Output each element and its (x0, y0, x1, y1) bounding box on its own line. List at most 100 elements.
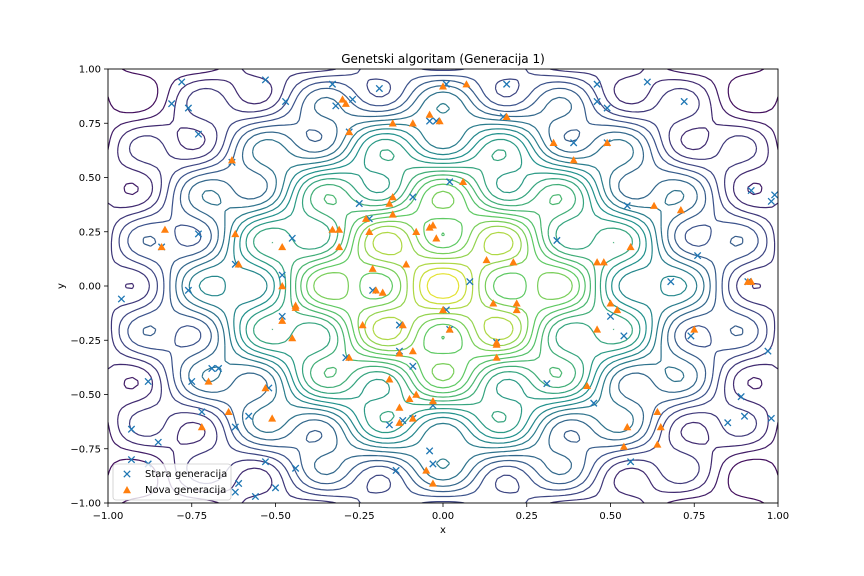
nova-generacija-point (569, 156, 578, 164)
nova-generacija-point (606, 299, 615, 307)
stara-generacija-point (348, 95, 357, 104)
legend-label-stara: Stara generacija (145, 469, 227, 480)
x-tick-label: −0.50 (260, 511, 291, 522)
stara-generacija-point (429, 460, 437, 468)
stara-generacija-point (626, 458, 635, 466)
nova-generacija-point (512, 299, 521, 307)
y-tick-label: 0.75 (79, 119, 101, 130)
nova-generacija-point (439, 82, 447, 90)
stara-generacija-point (281, 97, 290, 106)
nova-generacija-point (593, 325, 602, 333)
nova-generacija-point (492, 353, 501, 361)
stara-generacija-point (261, 76, 270, 84)
stara-generacija-point (127, 425, 136, 433)
stara-generacija-point (693, 251, 702, 260)
stara-generacija-point (288, 234, 296, 242)
contour-line (295, 174, 591, 398)
nova-generacija-point (197, 423, 206, 431)
y-tick-label: 0.50 (79, 173, 101, 184)
nova-generacija-point (395, 418, 404, 426)
x-axis-label: x (440, 525, 446, 536)
legend: Stara generacija Nova generacija (112, 463, 232, 501)
nova-generacija-point (402, 260, 411, 268)
nova-generacija-point (372, 286, 380, 294)
contour-line (372, 231, 514, 341)
series-nova-generacija (157, 80, 756, 487)
nova-generacija-point (613, 305, 622, 314)
contour-line (364, 225, 522, 347)
nova-generacija-point (395, 403, 404, 411)
nova-generacija-point (747, 277, 756, 285)
stara-generacija-point (178, 78, 186, 86)
nova-generacija-point (623, 423, 632, 431)
stara-generacija-point (245, 412, 253, 420)
nova-generacija-point (412, 227, 421, 235)
stara-generacija-point (590, 399, 598, 407)
contour-line (175, 85, 711, 487)
contour-line (188, 102, 698, 470)
nova-generacija-point (157, 242, 166, 251)
stara-generacija-point (231, 488, 239, 496)
nova-generacija-point (361, 214, 370, 222)
nova-generacija-point (398, 321, 407, 329)
nova-generacija-point (388, 210, 397, 218)
nova-generacija-point (328, 225, 337, 233)
nova-generacija-point (653, 407, 662, 416)
stara-generacija-point (606, 312, 615, 321)
stara-generacija-point (770, 191, 778, 199)
contour-line (306, 183, 580, 389)
nova-generacija-point (278, 282, 287, 290)
nova-generacija-point (690, 325, 699, 333)
nova-generacija-point (341, 99, 350, 107)
nova-generacija-point (388, 119, 397, 127)
stara-generacija-point (767, 414, 775, 423)
stara-generacija-point (355, 199, 363, 208)
stara-generacija-point (234, 479, 243, 488)
nova-generacija-point (425, 223, 434, 231)
stara-generacija-point (667, 278, 675, 286)
stara-generacija-point (466, 278, 474, 286)
x-tick-label: 0.50 (599, 511, 621, 522)
contour-line (253, 149, 633, 423)
nova-generacija-point (408, 347, 417, 355)
stara-generacija-point (144, 377, 152, 386)
scatter-markers (117, 76, 778, 501)
stara-generacija-point (198, 408, 206, 416)
stara-generacija-point (603, 104, 611, 112)
stara-generacija-point (167, 100, 176, 108)
nova-generacija-point (676, 206, 685, 214)
nova-generacija-point (603, 138, 612, 146)
y-tick-label: −0.75 (70, 444, 101, 455)
stara-generacija-point (188, 377, 196, 386)
nova-generacija-point (291, 303, 300, 311)
nova-generacija-point (428, 397, 437, 405)
stara-generacija-point (184, 104, 193, 112)
nova-generacija-point (492, 338, 501, 346)
legend-x-marker (123, 470, 131, 478)
stara-generacija-point (724, 419, 732, 427)
stara-generacija-point (208, 364, 216, 373)
nova-generacija-point (288, 334, 297, 342)
contour-line (313, 190, 573, 382)
stara-generacija-point (271, 484, 280, 492)
contour-line (142, 79, 744, 493)
nova-generacija-point (428, 221, 437, 229)
contour-line (127, 74, 759, 498)
nova-generacija-point (345, 353, 354, 361)
stara-generacija-point (737, 393, 745, 401)
nova-generacija-point (482, 255, 491, 264)
stara-generacija-point (620, 332, 628, 340)
contour-line (419, 267, 467, 305)
nova-generacija-point (422, 466, 431, 474)
y-tick-label: 0.25 (79, 227, 101, 238)
nova-generacija-point (439, 305, 447, 314)
stara-generacija-point (214, 364, 223, 373)
stara-generacija-point (593, 80, 601, 88)
x-axis-ticks: −1.00 −0.75 −0.50 −0.25 0.00 0.25 0.50 0.75 1.00 (93, 503, 789, 522)
nova-generacija-point (405, 394, 414, 403)
stara-generacija-point (409, 193, 417, 201)
nova-generacija-point (583, 381, 592, 390)
legend-marker-stara (123, 470, 131, 478)
y-axis-ticks: −1.00 −0.75 −0.50 −0.25 0.00 0.25 0.50 0.75 1.00 (70, 65, 108, 510)
stara-generacija-point (184, 286, 193, 294)
